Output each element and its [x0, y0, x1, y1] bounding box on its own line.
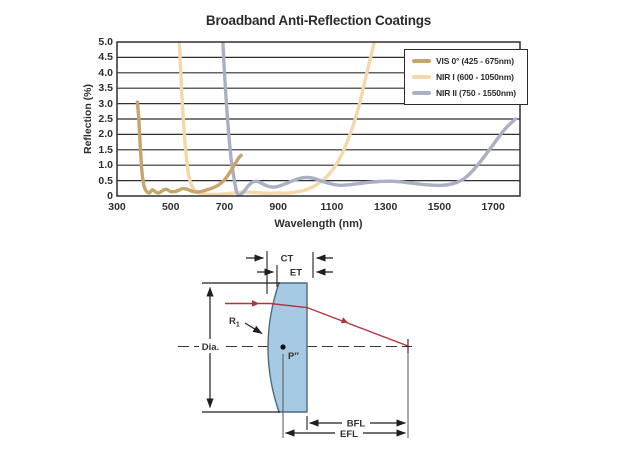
- legend-item: NIR II (750 - 1550nm): [405, 88, 527, 98]
- y-tick-label: 1.5: [98, 143, 113, 156]
- y-tick-label: 1.0: [98, 159, 113, 172]
- x-tick-label: 700: [215, 201, 234, 213]
- principal-point-label: P″: [288, 351, 299, 362]
- bfl-label-bg: [342, 416, 370, 429]
- et-label: ET: [290, 268, 302, 279]
- legend-item: VIS 0° (425 - 675nm): [405, 56, 527, 66]
- lens-diagram: Dia. CT ET R1 P″ BFL: [178, 251, 412, 440]
- y-tick-label: 0.5: [98, 174, 113, 187]
- y-tick-label: 4.0: [98, 66, 113, 79]
- r1-label: R1: [229, 316, 240, 329]
- y-tick-label: 2.0: [98, 128, 113, 141]
- legend-swatch: [412, 58, 431, 64]
- curve-1: [177, 42, 377, 196]
- light-ray-arrowhead-exit: [340, 317, 348, 324]
- light-ray-arrowhead-entry: [252, 300, 260, 307]
- efl-label-bg: [335, 426, 363, 440]
- y-tick-label: 5.0: [98, 36, 113, 48]
- curve-0: [135, 100, 243, 195]
- reflection-chart: [116, 41, 521, 197]
- bfl-label: BFL: [347, 419, 366, 430]
- y-tick-label: 0: [107, 190, 113, 202]
- principal-point-dot: [280, 344, 286, 350]
- legend-item: NIR I (600 - 1050nm): [405, 72, 527, 82]
- legend-swatch: [412, 90, 431, 96]
- x-tick-label: 500: [161, 201, 180, 213]
- chart-legend: VIS 0° (425 - 675nm) NIR I (600 - 1050nm)…: [404, 49, 528, 105]
- y-tick-label: 3.0: [98, 97, 113, 110]
- chart-curves: [135, 42, 518, 196]
- curve-2: [221, 42, 518, 196]
- y-tick-label: 4.5: [98, 51, 113, 64]
- ct-label: CT: [281, 254, 294, 265]
- legend-label: VIS 0° (425 - 675nm): [436, 56, 514, 66]
- legend-label: NIR I (600 - 1050nm): [436, 72, 514, 82]
- y-tick-label: 2.5: [98, 113, 113, 125]
- light-ray: [225, 302, 409, 347]
- r1-pointer-arrow: [244, 322, 263, 335]
- plano-convex-lens: [267, 282, 308, 413]
- x-tick-label: 1500: [427, 201, 452, 213]
- plot-frame: [116, 41, 521, 197]
- y-tick-label: 3.5: [98, 82, 113, 95]
- dia-label-bg: [199, 339, 222, 353]
- efl-label: EFL: [340, 429, 358, 440]
- dia-label: Dia.: [202, 342, 219, 353]
- x-tick-label: 300: [108, 201, 126, 213]
- x-axis-title: Wavelength (nm): [274, 218, 363, 230]
- x-tick-label: 1700: [481, 201, 505, 213]
- x-tick-label: 900: [269, 201, 287, 213]
- legend-label: NIR II (750 - 1550nm): [436, 88, 516, 98]
- legend-swatch: [412, 74, 431, 80]
- x-tick-label: 1300: [373, 201, 398, 213]
- y-axis-title: Reflection (%): [82, 83, 94, 155]
- x-tick-label: 1100: [320, 201, 344, 213]
- chart-title: Broadband Anti-Reflection Coatings: [205, 13, 432, 28]
